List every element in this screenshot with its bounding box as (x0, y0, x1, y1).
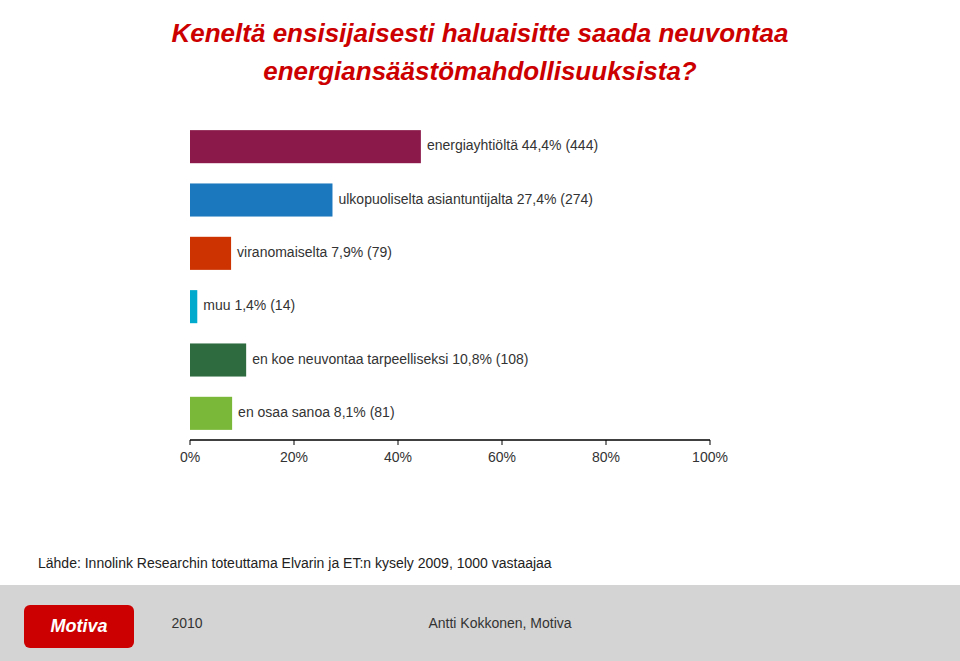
category-label: en koe neuvontaa tarpeelliseksi 10,8% (1… (252, 351, 528, 367)
bars (190, 130, 421, 430)
subtitle: energiansäästömahdollisuuksista? (263, 56, 697, 86)
logo-text: Motiva (50, 616, 107, 636)
x-tick (190, 440, 191, 445)
logo-box (24, 605, 134, 648)
category-label: muu 1,4% (14) (203, 297, 295, 313)
footer-year: 2010 (171, 615, 202, 631)
footer-band (0, 585, 960, 661)
bar (190, 343, 246, 376)
bar (190, 237, 231, 270)
chart-container: Keneltä ensisijaisesti haluaisitte saada… (0, 0, 960, 661)
x-tick (398, 440, 399, 445)
title: Keneltä ensisijaisesti haluaisitte saada… (171, 18, 788, 48)
bar-labels: energiayhtiöltä 44,4% (444) ulkopuoliselt… (203, 137, 598, 420)
x-tick-label: 60% (488, 449, 516, 465)
category-label: viranomaiselta 7,9% (79) (237, 244, 392, 260)
x-axis: 0% 20% 40% 60% 80% 100% (180, 440, 728, 465)
x-tick-label: 80% (592, 449, 620, 465)
x-tick-label: 100% (692, 449, 728, 465)
x-tick-label: 20% (280, 449, 308, 465)
bar (190, 397, 232, 430)
category-label: energiayhtiöltä 44,4% (444) (427, 137, 598, 153)
x-tick-label: 40% (384, 449, 412, 465)
x-tick (710, 440, 711, 445)
bar (190, 130, 421, 163)
bar (190, 290, 197, 323)
x-tick (502, 440, 503, 445)
chart-svg: Keneltä ensisijaisesti haluaisitte saada… (0, 0, 960, 661)
x-tick (294, 440, 295, 445)
footer-author: Antti Kokkonen, Motiva (428, 615, 571, 631)
category-label: ulkopuoliselta asiantuntijalta 27,4% (27… (338, 191, 592, 207)
plot-area: energiayhtiöltä 44,4% (444) ulkopuoliselt… (190, 130, 598, 430)
bar (190, 183, 332, 216)
category-label: en osaa sanoa 8,1% (81) (238, 404, 394, 420)
x-tick-label: 0% (180, 449, 200, 465)
x-tick (606, 440, 607, 445)
source-note: Lähde: Innolink Researchin toteuttama El… (38, 555, 552, 571)
x-axis-line (190, 439, 710, 441)
background (0, 0, 960, 661)
